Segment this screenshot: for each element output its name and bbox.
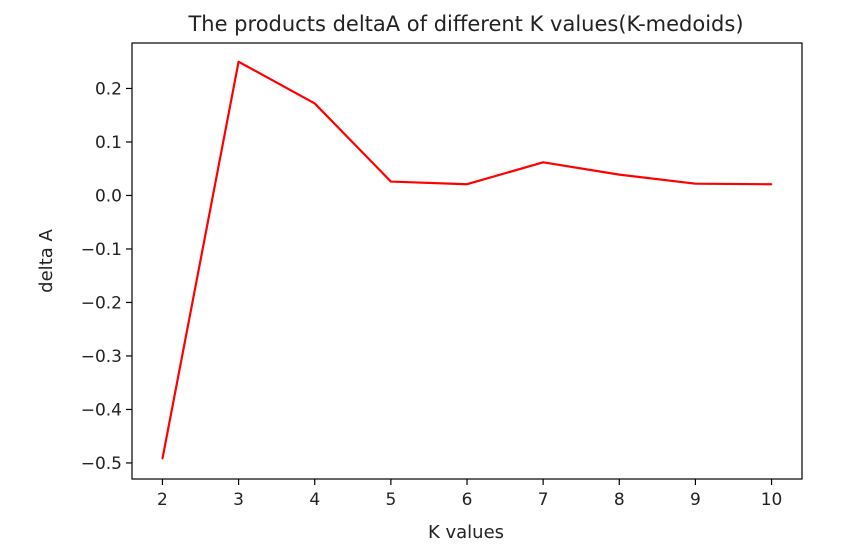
data-point bbox=[466, 183, 468, 186]
x-tick-label: 10 bbox=[761, 490, 783, 510]
y-tick-label: 0.0 bbox=[95, 186, 122, 206]
series-layer bbox=[161, 60, 773, 460]
x-axis-label: K values bbox=[428, 522, 504, 543]
series-line bbox=[161, 60, 772, 459]
data-point bbox=[237, 60, 240, 63]
data-point bbox=[313, 102, 316, 105]
x-tick-label: 7 bbox=[538, 490, 549, 510]
y-tick-label: −0.5 bbox=[81, 454, 122, 474]
plot-area-frame bbox=[131, 42, 803, 480]
x-tick-label: 2 bbox=[157, 490, 168, 510]
y-axis: 0.2 0.1 0.0 −0.1 −0.2 −0.3 −0.4 −0.5 bbox=[81, 79, 132, 474]
y-tick-label: −0.2 bbox=[81, 293, 122, 313]
y-tick-label: −0.1 bbox=[81, 240, 122, 260]
data-point bbox=[618, 173, 621, 176]
data-point bbox=[161, 457, 164, 460]
x-axis: 2 3 4 5 6 7 8 9 10 bbox=[157, 479, 782, 510]
x-tick-label: 5 bbox=[385, 490, 396, 510]
x-tick-label: 8 bbox=[614, 490, 625, 510]
x-tick-label: 3 bbox=[233, 490, 244, 510]
x-tick-label: 4 bbox=[309, 490, 320, 510]
data-point bbox=[542, 161, 544, 164]
y-tick-label: −0.3 bbox=[81, 347, 122, 367]
x-tick-label: 6 bbox=[462, 490, 473, 510]
data-point bbox=[390, 180, 392, 183]
data-point bbox=[694, 182, 697, 185]
y-axis-label: delta A bbox=[36, 229, 57, 293]
x-tick-label: 9 bbox=[690, 490, 701, 510]
y-tick-label: 0.2 bbox=[95, 79, 122, 99]
y-tick-label: −0.4 bbox=[81, 400, 122, 420]
chart-title: The products deltaA of different K value… bbox=[187, 12, 743, 36]
y-tick-label: 0.1 bbox=[95, 133, 122, 153]
data-point bbox=[770, 183, 773, 186]
